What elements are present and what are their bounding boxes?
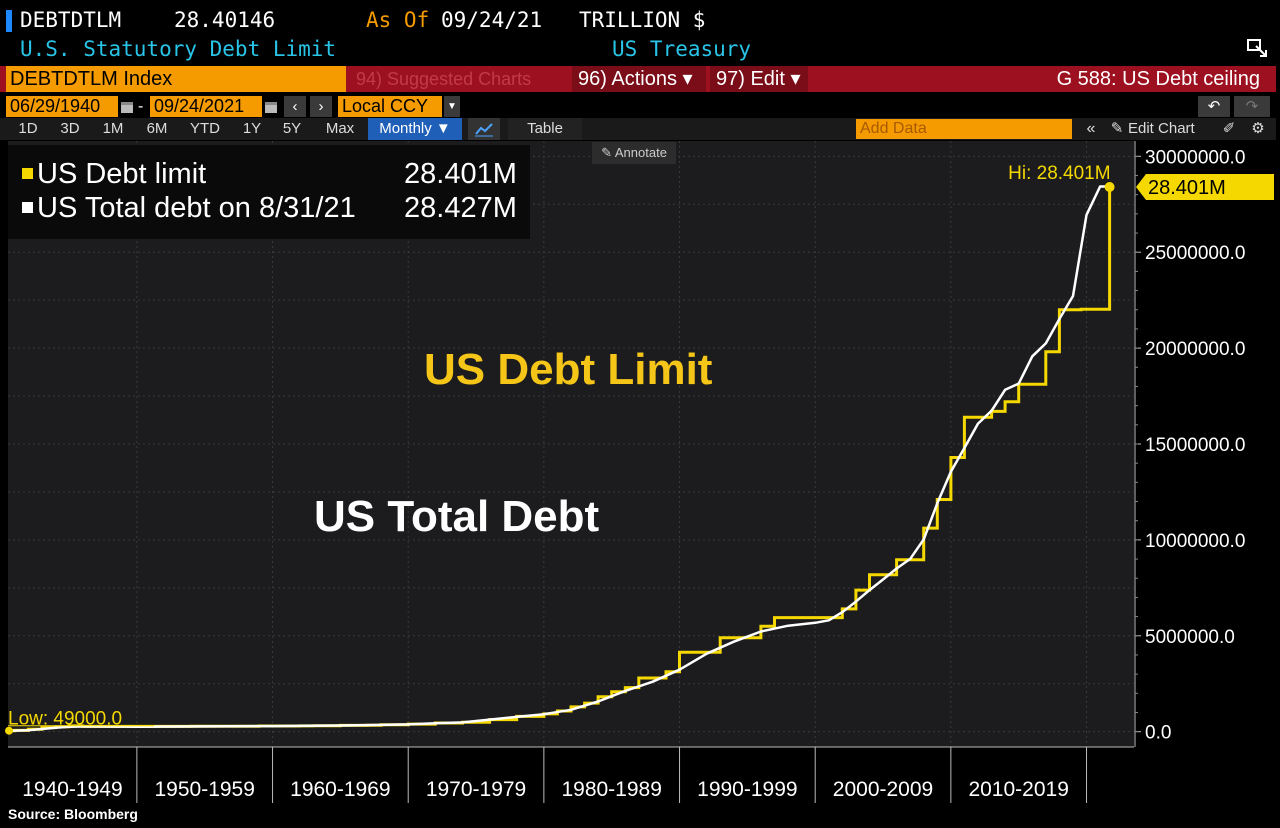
currency-dropdown-icon[interactable]: ▼ [444, 96, 460, 117]
undo-icon[interactable]: ↶ [1198, 96, 1230, 117]
function-title: G 588: US Debt ceiling [1056, 68, 1260, 90]
legend-swatch-total [22, 202, 33, 213]
end-date-input[interactable]: 09/24/2021 [150, 96, 262, 117]
legend-value-total: 28.427M [404, 192, 517, 224]
x-category-label: 1990-1999 [697, 778, 797, 801]
ticker-label: DEBTDTLM [20, 8, 122, 32]
total-overlay-title: US Total Debt [314, 492, 600, 541]
low-point-marker [5, 726, 13, 735]
x-category-label: 1970-1979 [426, 778, 526, 801]
table-button[interactable]: Table [508, 118, 582, 140]
period-1d[interactable]: 1D [18, 120, 38, 137]
last-value-tag [1136, 174, 1274, 201]
next-period-button[interactable]: › [310, 96, 332, 117]
y-tick-label: 30000000.0 [1145, 147, 1245, 168]
frequency-select[interactable]: Monthly ▼ [368, 118, 462, 140]
expand-icon[interactable] [1246, 38, 1270, 60]
period-max[interactable]: Max [325, 120, 355, 137]
y-tick-label: 5000000.0 [1145, 627, 1235, 648]
edit-menu[interactable]: 97) Edit ▾ [710, 66, 808, 92]
function-toolbar: DEBTDTLM Index 94) Suggested Charts 96) … [0, 66, 1276, 92]
period-ytd[interactable]: YTD [190, 120, 220, 137]
y-tick-label: 25000000.0 [1145, 243, 1245, 264]
series-line-total-debt [7, 185, 1110, 732]
high-point-marker [1104, 182, 1115, 193]
source-note: Source: Bloomberg [8, 806, 138, 822]
annotate-button[interactable]: ✎ Annotate [592, 142, 676, 164]
legend-item-total[interactable]: US Total debt on 8/31/21 28.427M [22, 192, 542, 224]
debt-chart: 0.0 5000000.0 10000000.0 15000000.0 20000000… [5, 141, 1274, 803]
end-calendar-icon[interactable] [264, 99, 278, 114]
period-3d[interactable]: 3D [60, 120, 80, 137]
y-tick-label: 10000000.0 [1145, 531, 1245, 552]
last-value: 28.40146 [174, 8, 276, 32]
redo-icon[interactable]: ↷ [1234, 96, 1270, 117]
security-header: DEBTDTLM 28.40146 As Of 09/24/21 TRILLIO… [0, 6, 1280, 34]
add-data-input[interactable]: Add Data [856, 119, 1072, 139]
legend-item-limit[interactable]: US Debt limit 28.401M [22, 158, 517, 190]
date-separator: - [138, 98, 144, 115]
units-label: TRILLION $ [579, 8, 706, 32]
period-6m[interactable]: 6M [146, 120, 168, 137]
plot-area [8, 141, 1134, 747]
as-of-date: 09/24/21 [441, 8, 543, 32]
description-header: U.S. Statutory Debt Limit US Treasury [0, 36, 1280, 62]
last-value-label: 28.401M [1148, 177, 1226, 199]
period-bar: 1D 3D 1M 6M YTD 1Y 5Y Max Monthly ▼ Tabl… [0, 118, 1276, 140]
series-line-debt-limit [8, 187, 1112, 733]
x-category-label: 1950-1959 [154, 778, 254, 801]
date-range-bar: 06/29/1940 - 09/24/2021 ‹ › Local CCY ▼ … [0, 96, 1276, 118]
start-calendar-icon[interactable] [120, 99, 134, 114]
edit-chart-button[interactable]: Edit Chart [1128, 120, 1195, 137]
period-1y[interactable]: 1Y [242, 120, 262, 137]
x-category-label: 1940-1949 [22, 778, 122, 801]
as-of-label: As Of [366, 8, 430, 32]
x-category-label: 2010-2019 [968, 778, 1068, 801]
y-tick-label: 0.0 [1145, 723, 1171, 744]
gear-icon[interactable]: ⚙ [1251, 120, 1265, 137]
y-tick-label: 20000000.0 [1145, 339, 1245, 360]
security-marker [6, 10, 12, 32]
pencil-icon[interactable]: ✎ [1110, 120, 1124, 137]
high-annotation: Hi: 28.401M [1008, 163, 1110, 184]
legend-value-limit: 28.401M [404, 158, 517, 190]
period-5y[interactable]: 5Y [282, 120, 302, 137]
x-category-label: 1980-1989 [561, 778, 661, 801]
legend: US Debt limit 28.401M US Total debt on 8… [8, 145, 530, 239]
source-name: US Treasury [612, 37, 752, 61]
period-1m[interactable]: 1M [102, 120, 124, 137]
series-description: U.S. Statutory Debt Limit [20, 37, 337, 61]
line-chart-icon[interactable] [468, 118, 500, 140]
legend-label-total: US Total debt on 8/31/21 [37, 192, 356, 224]
x-category-label: 2000-2009 [833, 778, 933, 801]
legend-label-limit: US Debt limit [37, 158, 207, 190]
annotate-label: Annotate [614, 145, 667, 160]
prev-period-button[interactable]: ‹ [284, 96, 306, 117]
edit-mode-icon[interactable]: ✐ [1222, 120, 1236, 137]
currency-select[interactable]: Local CCY [338, 96, 442, 117]
x-category-label: 1960-1969 [290, 778, 390, 801]
low-annotation: Low: 49000.0 [8, 709, 122, 730]
start-date-input[interactable]: 06/29/1940 [6, 96, 118, 117]
y-tick-label: 15000000.0 [1145, 435, 1245, 456]
suggested-charts-button[interactable]: 94) Suggested Charts [356, 69, 532, 89]
collapse-icon[interactable]: « [1086, 120, 1096, 137]
security-input[interactable]: DEBTDTLM Index [6, 66, 346, 92]
limit-overlay-title: US Debt Limit [424, 345, 713, 394]
legend-swatch-limit [22, 168, 33, 179]
actions-menu[interactable]: 96) Actions ▾ [572, 66, 706, 92]
